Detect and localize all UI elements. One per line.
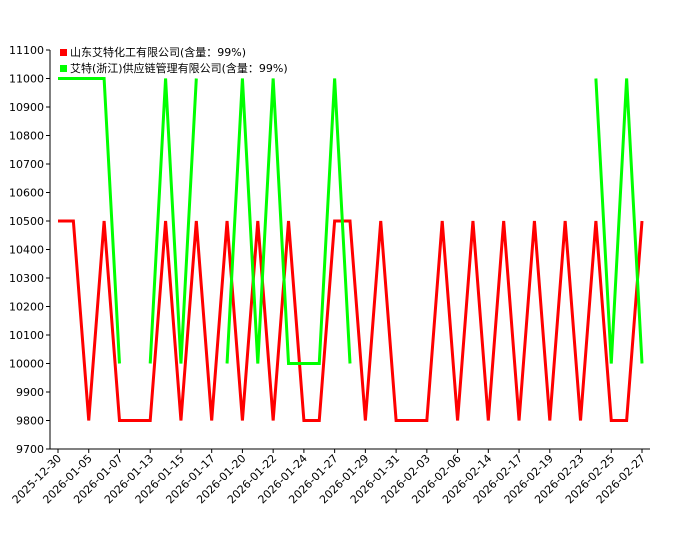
y-tick-label: 10400 [9, 244, 44, 257]
series-line [594, 78, 644, 364]
y-tick-label: 10100 [9, 329, 44, 342]
y-tick-label: 10300 [9, 272, 44, 285]
series-line [58, 77, 121, 364]
y-tick-label: 10500 [9, 215, 44, 228]
y-tick-label: 9700 [16, 443, 44, 456]
y-tick-label: 10800 [9, 130, 44, 143]
legend-swatch [60, 49, 67, 56]
y-tick-label: 10600 [9, 187, 44, 200]
series-line [148, 78, 198, 364]
y-tick-label: 10900 [9, 101, 44, 114]
y-tick-label: 11000 [9, 73, 44, 86]
y-tick-label: 9900 [16, 386, 44, 399]
y-tick-label: 10200 [9, 301, 44, 314]
y-tick-label: 11100 [9, 44, 44, 57]
legend-swatch [60, 65, 67, 72]
series-line [225, 78, 352, 365]
legend-label: 山东艾特化工有限公司(含量：99%) [70, 45, 246, 59]
y-tick-label: 10700 [9, 158, 44, 171]
series-line [58, 219, 644, 422]
y-tick-label: 10000 [9, 358, 44, 371]
legend-label: 艾特(浙江)供应链管理有限公司(含量：99%) [70, 61, 288, 75]
y-tick-label: 9800 [16, 415, 44, 428]
